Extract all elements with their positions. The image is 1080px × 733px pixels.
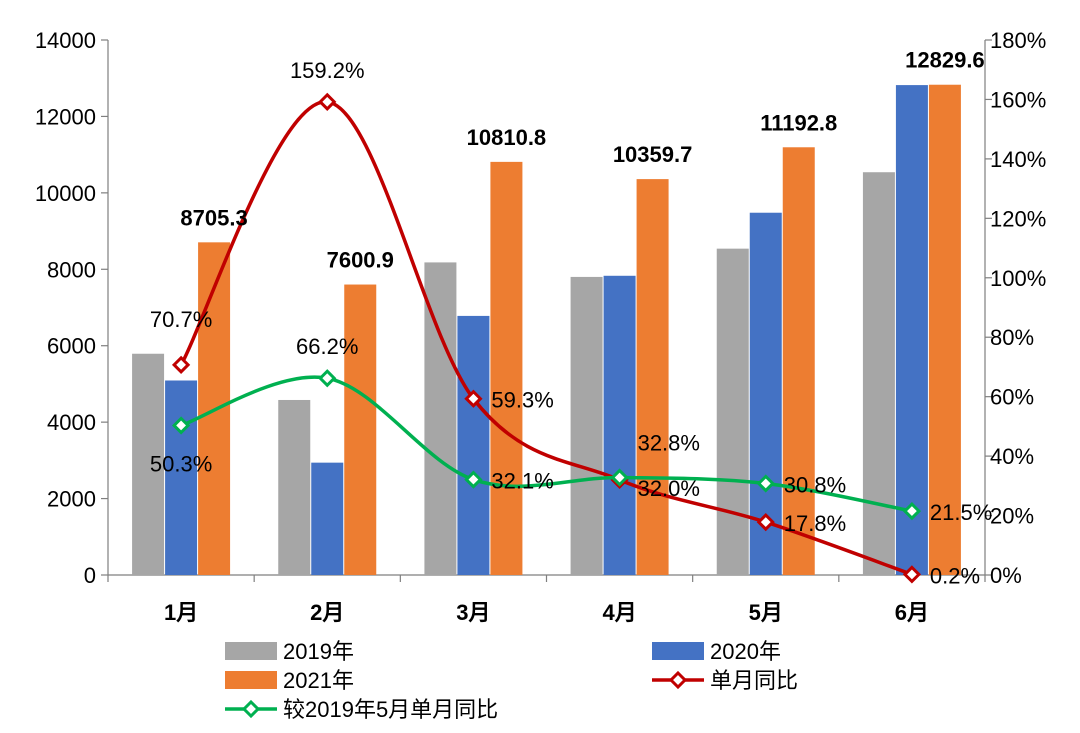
line-marker xyxy=(610,468,629,487)
bar xyxy=(424,262,457,575)
line-data-label: 30.8% xyxy=(784,472,846,497)
line-marker xyxy=(318,369,337,388)
line-data-label: 66.2% xyxy=(296,334,358,359)
y2-tick-label: 100% xyxy=(990,266,1046,291)
bar xyxy=(311,462,344,575)
y-tick-label: 6000 xyxy=(47,334,96,359)
y-tick-label: 8000 xyxy=(47,257,96,282)
y2-tick-label: 20% xyxy=(990,504,1034,529)
legend-label: 2020年 xyxy=(710,639,781,664)
line-marker xyxy=(902,501,922,521)
line-data-label: 32.0% xyxy=(638,476,700,501)
line-marker xyxy=(668,670,688,690)
y2-tick-label: 120% xyxy=(990,206,1046,231)
line-data-label: 17.8% xyxy=(784,511,846,536)
bar-data-label: 8705.3 xyxy=(180,205,247,230)
line-data-label: 159.2% xyxy=(290,58,365,83)
axes: 0 2000 4000 6000 8000 10000 12000 14000 0% 20% 40%… xyxy=(35,28,1046,625)
bar xyxy=(490,161,523,576)
line-data-label: 32.8% xyxy=(638,431,700,456)
legend-label: 2019年 xyxy=(283,639,354,664)
line-marker xyxy=(464,389,483,408)
bar xyxy=(636,179,669,576)
line-data-label: 21.5% xyxy=(930,500,992,525)
x-tick-label: 3月 xyxy=(456,600,490,625)
lines xyxy=(171,92,922,584)
y-tick-label: 12000 xyxy=(35,104,96,129)
bar xyxy=(165,380,198,575)
bar xyxy=(862,172,895,575)
legend-swatch xyxy=(652,642,704,660)
bar xyxy=(782,147,815,575)
line-marker xyxy=(241,699,261,719)
line-marker xyxy=(318,92,337,111)
bar xyxy=(457,315,490,575)
y-tick-label: 4000 xyxy=(47,410,96,435)
legend-label: 较2019年5月单月同比 xyxy=(283,697,498,722)
bar xyxy=(895,85,928,575)
y2-tick-label: 0% xyxy=(990,563,1022,588)
line-data-label: 70.7% xyxy=(150,307,212,332)
x-tick-label: 1月 xyxy=(164,600,198,625)
legend-swatch xyxy=(225,642,277,660)
line-marker xyxy=(464,470,483,489)
line-marker xyxy=(171,355,191,374)
x-tick-label: 2月 xyxy=(310,600,344,625)
line-marker xyxy=(171,416,191,435)
x-tick-label: 4月 xyxy=(602,600,636,625)
legend-label: 2021年 xyxy=(283,668,354,693)
bar xyxy=(570,276,603,575)
bar-data-label: 7600.9 xyxy=(327,248,394,273)
y2-tick-label: 160% xyxy=(990,87,1046,112)
line-series xyxy=(180,375,913,513)
line-data-label: 50.3% xyxy=(150,451,212,476)
line-marker xyxy=(756,474,775,493)
line-marker xyxy=(902,565,922,584)
x-tick-label: 6月 xyxy=(895,600,929,625)
y-tick-label: 2000 xyxy=(47,487,96,512)
bar-data-label: 11192.8 xyxy=(760,110,837,135)
bar-data-label: 10810.8 xyxy=(467,125,547,150)
y-tick-label: 0 xyxy=(84,563,96,588)
y-tick-label: 10000 xyxy=(35,181,96,206)
y-tick-label: 14000 xyxy=(35,28,96,53)
bars xyxy=(132,84,961,576)
line-marker xyxy=(756,512,775,532)
legend-swatch xyxy=(225,671,277,689)
bar xyxy=(716,248,749,575)
line-data-label: 0.2% xyxy=(930,563,980,588)
bar-data-label: 10359.7 xyxy=(613,142,693,167)
y2-tick-label: 60% xyxy=(990,385,1034,410)
y2-tick-label: 80% xyxy=(990,325,1034,350)
bar xyxy=(928,84,961,575)
line-data-label: 59.3% xyxy=(491,388,553,413)
x-tick-label: 5月 xyxy=(749,600,783,625)
data-labels: 8705.3 7600.9 10810.8 10359.7 11192.8 12829.6… xyxy=(150,48,992,589)
bar xyxy=(344,284,377,575)
y2-tick-label: 40% xyxy=(990,444,1034,469)
y2-tick-label: 140% xyxy=(990,147,1046,172)
bar xyxy=(132,353,165,575)
bar-data-label: 12829.6 xyxy=(905,48,985,73)
line-data-label: 32.1% xyxy=(491,469,553,494)
bar xyxy=(278,399,311,575)
y2-tick-label: 180% xyxy=(990,28,1046,53)
legend-label: 单月同比 xyxy=(710,668,798,693)
bar xyxy=(603,275,636,575)
